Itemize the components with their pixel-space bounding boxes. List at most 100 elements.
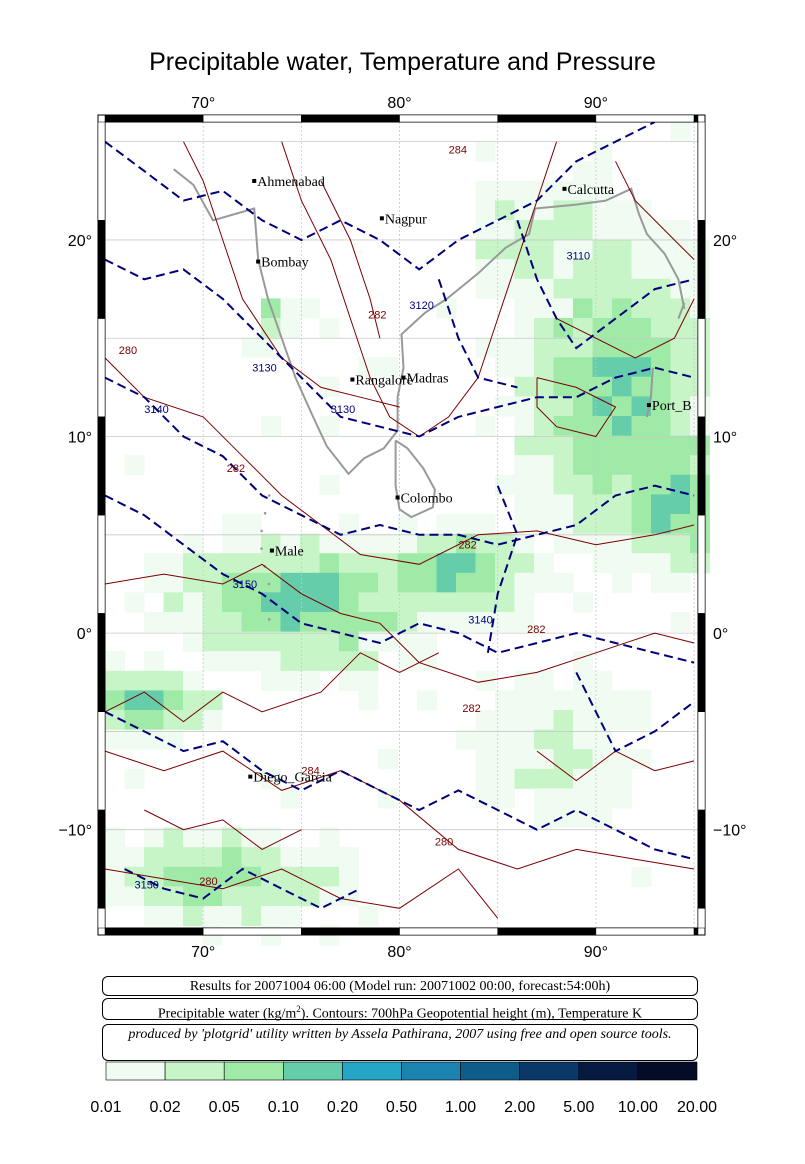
contour-labels: 3110 3120 3130 3130 3140 3150 3140 3150 284 282 28… — [119, 144, 590, 891]
temperature-contour-label: 282 — [458, 540, 476, 552]
precip-cell — [670, 318, 691, 338]
precip-cell — [319, 886, 340, 907]
precip-cell — [631, 494, 652, 515]
precip-cell — [202, 847, 223, 868]
precip-cell — [670, 572, 691, 593]
precip-cell — [573, 690, 593, 711]
precip-cell — [397, 553, 418, 574]
precip-cell — [573, 278, 593, 299]
height-contour-label: 3120 — [409, 300, 433, 312]
precip-cell — [631, 866, 652, 887]
precip-cell — [358, 690, 379, 711]
precip-cell — [592, 729, 613, 750]
precip-cell — [183, 612, 203, 632]
frame-segment — [697, 908, 706, 929]
precip-cell — [222, 631, 242, 652]
precip-cell — [495, 690, 515, 711]
precip-cell — [475, 200, 496, 221]
precip-cell — [592, 180, 613, 201]
precip-cell — [124, 768, 145, 789]
height-contour — [124, 867, 361, 910]
precip-cell — [534, 220, 554, 240]
colorbar-swatch — [164, 1061, 225, 1081]
city-marker — [350, 377, 355, 382]
colorbar-swatch — [282, 1061, 343, 1081]
precip-cell — [105, 827, 125, 848]
city-marker — [646, 403, 651, 408]
precip-cell — [573, 161, 593, 182]
precip-cell — [358, 651, 379, 672]
precip-cell — [105, 886, 125, 907]
precip-cell — [241, 886, 262, 907]
temperature-contour-label: 284 — [449, 144, 467, 156]
precip-cell — [319, 612, 340, 632]
colorbar-label: 5.00 — [563, 1099, 594, 1116]
precip-cell — [183, 592, 203, 613]
colorbar-swatch — [223, 1061, 284, 1081]
precip-cell — [631, 298, 652, 319]
precip-cell — [534, 318, 554, 338]
temperature-contour — [144, 809, 302, 850]
colorbar-label: 0.01 — [90, 1099, 121, 1116]
lat-tick-right: 20° — [713, 233, 737, 250]
precip-cell — [670, 494, 691, 515]
precip-cell — [592, 514, 613, 534]
frame-segment — [97, 121, 106, 221]
precip-cell — [144, 572, 164, 593]
coastline-path — [645, 367, 654, 418]
precip-cell — [300, 651, 320, 672]
precip-cell — [183, 631, 203, 652]
colorbar-swatch — [401, 1061, 461, 1081]
precip-cell — [514, 494, 535, 515]
precip-cell — [534, 808, 554, 828]
precip-cell — [280, 298, 301, 319]
precip-cell — [300, 592, 320, 613]
precip-cell — [612, 749, 632, 770]
precip-cell — [631, 259, 652, 280]
precip-cell — [144, 847, 164, 868]
precip-cell — [670, 220, 691, 240]
precip-cell — [592, 259, 613, 280]
precip-cell — [436, 592, 457, 613]
precip-cell — [378, 357, 398, 378]
precip-cell — [514, 514, 535, 534]
temperature-contour-label: 282 — [368, 310, 386, 322]
precip-cell — [553, 396, 574, 417]
colorbar-label: 0.05 — [209, 1099, 240, 1116]
precip-cell — [241, 337, 262, 358]
height-contour — [437, 278, 518, 389]
precip-cell — [339, 866, 359, 887]
precip-cell — [631, 749, 652, 770]
precip-cell — [514, 572, 535, 593]
precip-cell — [397, 631, 418, 652]
precip-cell — [514, 690, 535, 711]
precip-cell — [202, 553, 223, 574]
precip-cell — [261, 886, 281, 907]
precip-cell — [553, 572, 574, 593]
precip-cell — [261, 572, 281, 593]
city-label: Male — [275, 545, 304, 560]
temperature-contour — [536, 377, 617, 438]
precip-cell — [417, 612, 437, 632]
precip-cell — [475, 768, 496, 789]
precip-cell — [670, 435, 691, 456]
precip-cell — [183, 572, 203, 593]
precip-cell — [319, 847, 340, 868]
precip-cell — [534, 768, 554, 789]
precip-cell — [534, 357, 554, 378]
precip-cell — [495, 200, 515, 221]
precip-cell — [612, 710, 632, 730]
height-contour-label: 3150 — [233, 579, 257, 591]
precip-cell — [105, 651, 125, 672]
lon-tick-top: 90° — [584, 95, 608, 112]
frame-segment — [104, 927, 204, 936]
precip-cell — [397, 592, 418, 613]
temperature-contour-label: 280 — [435, 836, 453, 848]
precip-cell — [222, 612, 242, 632]
lon-tick-top: 70° — [191, 95, 215, 112]
precip-cell — [475, 729, 496, 750]
precip-cell — [612, 690, 632, 711]
precip-cell — [280, 592, 301, 613]
precip-cell — [358, 612, 379, 632]
